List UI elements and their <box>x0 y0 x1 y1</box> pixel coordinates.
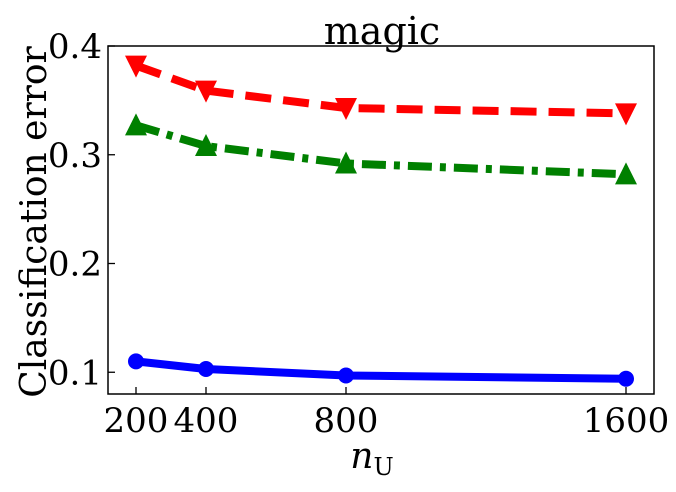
y-tick-label: 0.3 <box>48 136 102 176</box>
data-point <box>195 80 217 103</box>
data-point <box>338 367 354 384</box>
y-tick-label: 0.1 <box>48 353 102 393</box>
data-point <box>198 360 214 377</box>
y-tick-label: 0.2 <box>48 245 102 285</box>
x-axis-label-subscript: U <box>373 453 393 481</box>
x-tick-label: 1600 <box>583 401 670 441</box>
y-tick-label: 0.4 <box>48 27 102 67</box>
x-axis-ticks: 200 400 800 1600 <box>104 387 670 441</box>
x-tick-label: 400 <box>174 401 239 441</box>
series-layer <box>125 55 637 387</box>
data-point <box>615 162 637 185</box>
data-point <box>615 103 637 126</box>
y-axis-ticks: 0.1 0.2 0.3 0.4 <box>48 27 115 393</box>
x-axis-label: nU <box>350 436 393 481</box>
data-point <box>125 113 147 136</box>
data-point <box>128 353 144 370</box>
plot-frame <box>107 45 655 395</box>
plot-area <box>107 45 655 395</box>
x-tick-label: 800 <box>314 401 379 441</box>
data-point <box>195 134 217 157</box>
x-axis-label-main: n <box>350 436 373 477</box>
data-point <box>125 55 147 78</box>
data-point <box>618 370 634 387</box>
data-point <box>335 97 357 120</box>
series-line <box>134 61 627 118</box>
y-axis-label: Classification error <box>14 45 55 397</box>
data-point <box>335 151 357 174</box>
series-line <box>134 121 627 179</box>
x-tick-label: 200 <box>104 401 169 441</box>
series-line <box>135 357 627 383</box>
